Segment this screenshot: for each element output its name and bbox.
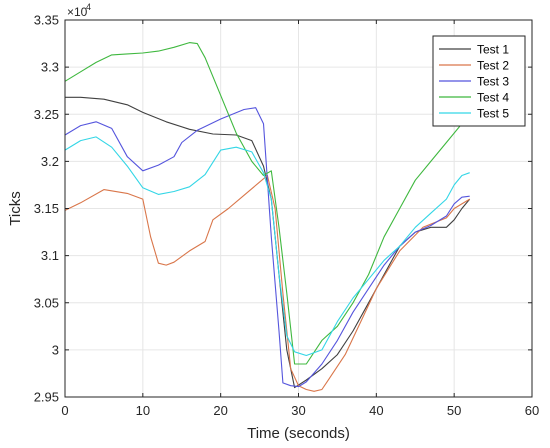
legend-label-4: Test 4: [477, 91, 509, 105]
series-line-2: [64, 174, 470, 392]
y-tick-label: 2.95: [34, 390, 59, 405]
y-scale-exponent-base: ×10: [67, 5, 88, 19]
x-tick-label: 30: [291, 403, 305, 418]
x-tick-label: 60: [525, 403, 539, 418]
y-tick-label: 3.35: [34, 13, 59, 28]
y-axis-label: Ticks: [7, 191, 24, 225]
legend: Test 1 Test 2 Test 3 Test 4 Test 5: [432, 35, 526, 127]
y-tick-label: 3.2: [41, 154, 59, 169]
x-tick-label: 0: [61, 403, 68, 418]
y-tick-label: 3.15: [34, 201, 59, 216]
series-line-5: [64, 136, 470, 357]
legend-label-5: Test 5: [477, 107, 509, 121]
series-line-4: [64, 42, 471, 365]
legend-label-3: Test 3: [477, 75, 509, 89]
y-scale-exponent: ×10 4: [67, 2, 91, 19]
legend-label-2: Test 2: [477, 59, 509, 73]
y-tick-label: 3: [52, 342, 59, 357]
y-tick-label: 3.3: [41, 60, 59, 75]
legend-label-1: Test 1: [477, 43, 509, 57]
y-scale-exponent-power: 4: [86, 2, 91, 12]
x-tick-label: 10: [136, 403, 150, 418]
series-lines: [64, 42, 471, 392]
y-tick-label: 3.05: [34, 295, 59, 310]
x-tick-label: 20: [213, 403, 227, 418]
y-tick-label: 3.25: [34, 107, 59, 122]
x-axis-label: Time (seconds): [247, 425, 350, 442]
series-line-3: [64, 107, 470, 388]
x-tick-label: 50: [447, 403, 461, 418]
x-tick-label: 40: [369, 403, 383, 418]
y-tick-label: 3.1: [41, 248, 59, 263]
axis-ticks: 0 10 20 30 40 50 60 2.95 3 3.05 3.1 3.15 3.2 3.25 3.3 3…: [34, 13, 540, 419]
